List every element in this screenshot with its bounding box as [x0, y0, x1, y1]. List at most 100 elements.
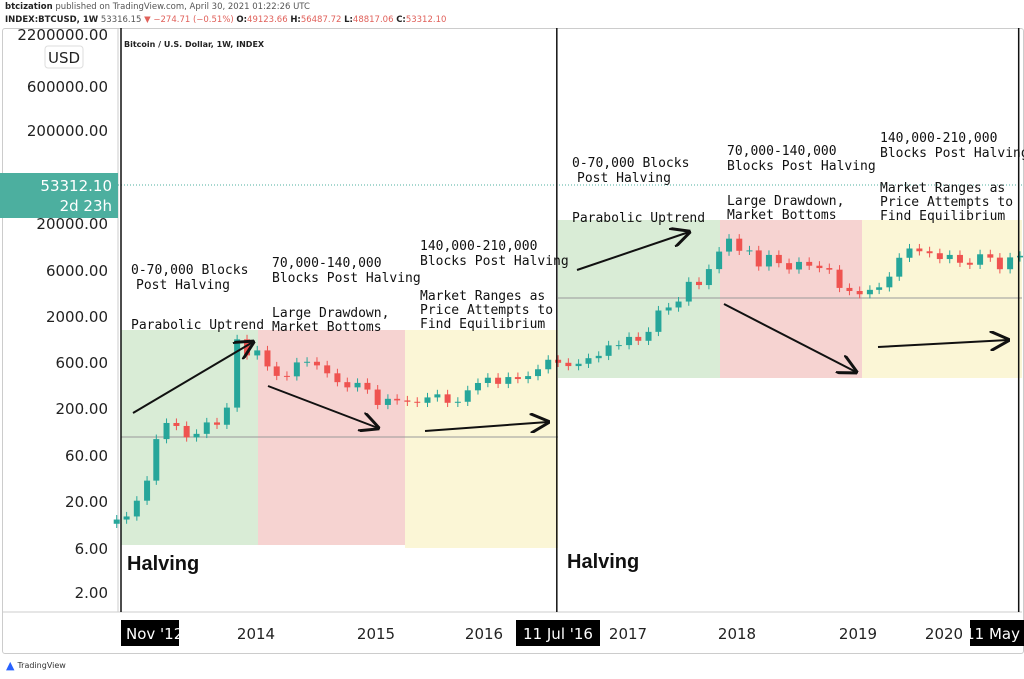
tradingview-logo[interactable]: ▲ TradingView: [6, 659, 66, 672]
x-tick-label: 2015: [357, 625, 395, 643]
crosshair-date-label: 11 Jul '16: [523, 625, 593, 643]
x-tick-label: 2019: [839, 625, 877, 643]
candle-body: [856, 291, 863, 295]
bar-countdown: 2d 23h: [60, 197, 112, 215]
publish-date: published on TradingView.com, April 30, …: [55, 2, 310, 12]
candle-body: [555, 359, 562, 363]
phase-title: 140,000-210,000: [420, 239, 537, 254]
candle-body: [404, 400, 411, 402]
last-price-value: 53312.10: [40, 177, 112, 195]
crosshair-date-label: 11 May: [965, 625, 1020, 643]
candle-body: [966, 262, 973, 265]
chart-title: Bitcoin / U.S. Dollar, 1W, INDEX: [124, 40, 265, 49]
candle-body: [234, 339, 241, 408]
candle-body: [545, 359, 552, 370]
candle-body: [474, 382, 481, 391]
candle-body: [193, 433, 200, 438]
candle-body: [313, 361, 320, 366]
brand-name: TradingView: [17, 661, 66, 670]
candle-body: [514, 377, 521, 380]
candle-body: [344, 382, 351, 388]
candle-body: [173, 422, 180, 426]
candle-body: [626, 336, 633, 346]
price-change: −274.71 (−0.51%): [153, 15, 234, 25]
close-value: 53312.10: [405, 15, 447, 25]
y-tick-label: 200.00: [56, 400, 109, 418]
candle-body: [144, 480, 151, 501]
phase-subtitle: Post Halving: [577, 171, 671, 186]
candle-body: [374, 389, 381, 405]
down-arrow-icon: ▼: [144, 15, 151, 25]
x-tick-label: 2020: [925, 625, 963, 643]
candle-body: [364, 382, 371, 390]
crosshair-date-box: [121, 620, 179, 646]
candle-body: [123, 516, 130, 520]
candle-body: [906, 248, 913, 258]
phase-region: [558, 220, 720, 378]
candle-body: [795, 261, 802, 270]
last-price-badge: [0, 173, 118, 218]
trend-arrow-icon: [723, 303, 856, 372]
candle-body: [203, 422, 210, 434]
phase-region: [405, 330, 558, 548]
candle-body: [293, 362, 300, 377]
phase-description: Market Bottoms: [272, 320, 382, 335]
phase-subtitle: Post Halving: [136, 278, 230, 293]
phase-description: Large Drawdown,: [272, 306, 389, 321]
trend-arrow-icon: [267, 385, 378, 428]
candle-body: [765, 254, 772, 267]
phase-subtitle: Blocks Post Halving: [272, 271, 421, 286]
phase-description: Price Attempts to: [420, 303, 553, 318]
last-price: 53316.15: [100, 15, 142, 25]
candle-body: [655, 310, 662, 332]
y-tick-label: 200000.00: [27, 122, 108, 140]
author[interactable]: btcization: [5, 2, 53, 12]
phase-description: Find Equilibrium: [880, 209, 1005, 224]
trend-arrow-icon: [576, 232, 689, 271]
candle-body: [736, 238, 743, 251]
candle-body: [775, 254, 782, 264]
x-tick-label: 2018: [718, 625, 756, 643]
candle-body: [936, 253, 943, 260]
candle-body: [696, 281, 703, 286]
phase-description: Market Ranges as: [420, 289, 545, 304]
candle-body: [846, 287, 853, 292]
candle-body: [434, 394, 441, 398]
low-value: 48817.06: [352, 15, 394, 25]
candle-body: [896, 257, 903, 277]
phase-title: 0-70,000 Blocks: [572, 156, 689, 171]
y-tick-label: 20000.00: [36, 215, 108, 233]
price-chart[interactable]: 2200000.00 600000.00 200000.00 20000.00 6000…: [0, 0, 1024, 655]
candle-body: [505, 377, 512, 384]
candle-body: [716, 251, 723, 270]
x-tick-label: 2014: [237, 625, 275, 643]
candle-body: [1017, 255, 1024, 258]
candle-body: [595, 355, 602, 359]
candle-body: [746, 250, 753, 252]
candle-body: [866, 289, 873, 295]
candle-body: [1007, 257, 1014, 270]
candle-body: [214, 422, 221, 425]
low-label: L:: [344, 15, 353, 25]
candle-body: [113, 519, 120, 524]
y-tick-label: 2.00: [75, 584, 108, 602]
candle-body: [133, 500, 140, 517]
y-tick-label: 60.00: [65, 447, 108, 465]
candle-body: [264, 350, 271, 367]
phase-title: 70,000-140,000: [727, 144, 837, 159]
candle-body: [926, 251, 933, 254]
candle-body: [705, 269, 712, 286]
candle-body: [414, 401, 421, 403]
publish-info: btcization published on TradingView.com,…: [5, 2, 310, 12]
candle-body: [153, 439, 160, 481]
phase-description: Large Drawdown,: [727, 194, 844, 209]
candle-body: [836, 269, 843, 288]
candle-body: [424, 397, 431, 403]
phase-region: [862, 220, 1022, 378]
y-tick-label: 6.00: [75, 540, 108, 558]
candle-body: [996, 257, 1003, 270]
candle-body: [535, 369, 542, 377]
candle-body: [726, 238, 733, 252]
trend-arrow-icon: [132, 342, 253, 414]
candle-body: [615, 345, 622, 347]
